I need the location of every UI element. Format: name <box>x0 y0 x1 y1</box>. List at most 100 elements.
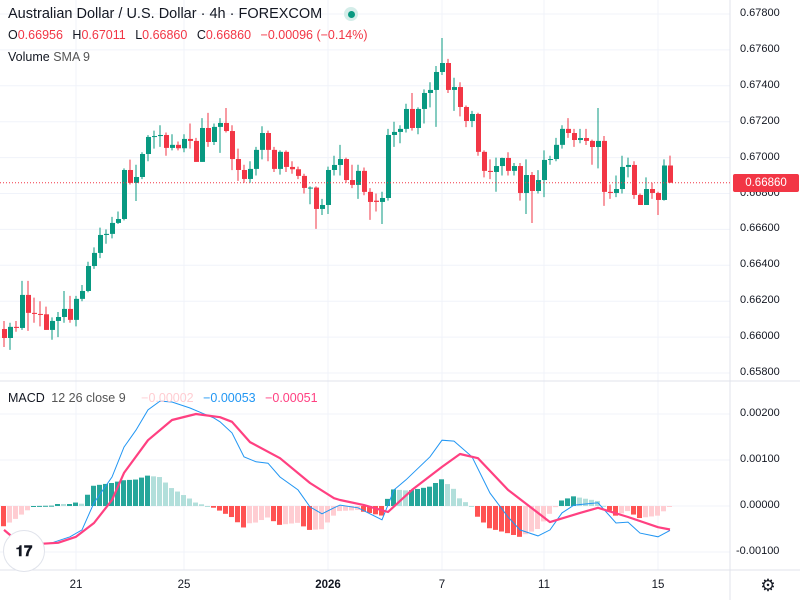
candle-body <box>182 138 187 149</box>
candle-body <box>596 140 601 148</box>
price-axis-label: 0.65800 <box>740 366 780 378</box>
candle-body <box>614 189 619 193</box>
candle-body <box>524 175 529 193</box>
macd-histogram-bar <box>115 481 120 506</box>
close-value: 0.66860 <box>205 28 252 42</box>
candle-body <box>290 166 295 170</box>
candle-body <box>506 157 511 171</box>
macd-histogram-bar <box>481 506 486 523</box>
candle-body <box>362 170 367 192</box>
macd-histogram-bar <box>595 500 600 506</box>
macd-histogram-bar <box>403 490 408 506</box>
candle-body <box>98 234 103 253</box>
candle-body <box>434 71 439 90</box>
candle-body <box>350 180 355 185</box>
macd-histogram-bar <box>37 505 42 507</box>
candle-body <box>218 122 223 127</box>
candle-body <box>428 89 433 93</box>
candle-body <box>326 169 331 205</box>
macd-histogram-bar <box>145 475 150 506</box>
macd-histogram-bar <box>409 490 414 506</box>
price-axis-label: 0.67200 <box>740 114 780 127</box>
candle-body <box>14 326 19 328</box>
macd-histogram-bar <box>91 485 96 506</box>
macd-histogram-bar <box>1 506 6 527</box>
candle-body <box>122 169 127 219</box>
candle-body <box>332 164 337 170</box>
macd-histogram-bar <box>157 477 162 506</box>
close-label: C <box>196 28 206 42</box>
time-axis-label: 25 <box>177 579 191 591</box>
macd-axis-label: 0.00200 <box>740 407 780 419</box>
symbol-title[interactable]: Australian Dollar / U.S. Dollar · 4h · F… <box>8 6 323 22</box>
tradingview-logo[interactable]: 𝟏𝟕 <box>3 530 45 572</box>
macd-histogram-bar <box>385 498 390 506</box>
candle-body <box>32 312 37 314</box>
time-axis-label: 21 <box>69 579 83 591</box>
macd-histogram-bar <box>325 506 330 523</box>
macd-histogram-bar <box>463 502 468 506</box>
macd-histogram-bar <box>25 506 30 511</box>
macd-signal-value: −0.00051 <box>265 391 318 405</box>
macd-histogram-bar <box>637 506 642 519</box>
macd-histogram-bar <box>373 506 378 515</box>
candle-body <box>224 122 229 132</box>
candle-body <box>176 144 181 149</box>
time-axis-label: 15 <box>651 579 665 591</box>
candle-body <box>320 204 325 209</box>
gear-icon[interactable]: ⚙ <box>760 576 776 595</box>
candle-body <box>356 170 361 185</box>
macd-histogram-bar <box>259 506 264 521</box>
candle-body <box>374 200 379 202</box>
macd-histogram-bar <box>589 499 594 506</box>
candle-body <box>26 294 31 313</box>
low-label: L <box>135 28 143 42</box>
candle-body <box>410 108 415 128</box>
candle-body <box>458 87 463 107</box>
candle-body <box>44 314 49 330</box>
macd-histogram-bar <box>571 496 576 506</box>
candle-body <box>278 151 283 169</box>
candle-body <box>86 266 91 291</box>
macd-histogram-bar <box>235 506 240 523</box>
macd-histogram-bar <box>607 506 612 511</box>
open-value: 0.66956 <box>17 28 63 42</box>
candle-body <box>236 159 241 170</box>
macd-histogram-bar <box>313 506 318 530</box>
candle-body <box>602 140 607 192</box>
volume-label: Volume <box>8 50 50 64</box>
candle-body <box>8 326 13 338</box>
macd-histogram-bar <box>61 504 66 506</box>
macd-histogram-bar <box>487 506 492 529</box>
macd-histogram-bar <box>181 495 186 506</box>
macd-histogram-bar <box>109 483 114 506</box>
candle-body <box>464 106 469 121</box>
candle-body <box>212 126 217 142</box>
macd-histogram-bar <box>55 504 60 506</box>
candle-body <box>476 113 481 152</box>
macd-line-value: −0.00053 <box>203 391 256 405</box>
candle-body <box>380 197 385 202</box>
candle-body <box>134 176 139 183</box>
candle-body <box>572 133 577 141</box>
macd-histogram-bar <box>49 505 54 507</box>
macd-histogram-bar <box>85 494 90 506</box>
candle-body <box>344 159 349 181</box>
candle-body <box>254 149 259 169</box>
macd-histogram-bar <box>7 506 12 523</box>
macd-legend[interactable]: MACD 12 26 close 9 −0.00002 −0.00053 −0.… <box>8 391 324 405</box>
macd-histogram-bar <box>223 506 228 514</box>
candle-body <box>632 164 637 195</box>
volume-indicator-legend[interactable]: Volume SMA 9 <box>8 50 374 64</box>
ohlc-values: O0.66956 H0.67011 L0.66860 C0.66860 −0.0… <box>8 28 374 42</box>
candle-body <box>536 180 541 191</box>
candle-body <box>146 136 151 155</box>
candle-body <box>560 128 565 145</box>
candle-body <box>230 131 235 160</box>
macd-histogram-bar <box>103 483 108 506</box>
macd-histogram-bar <box>553 506 558 508</box>
macd-histogram-bar <box>277 506 282 525</box>
candle-body <box>170 144 175 148</box>
candle-body <box>620 166 625 190</box>
